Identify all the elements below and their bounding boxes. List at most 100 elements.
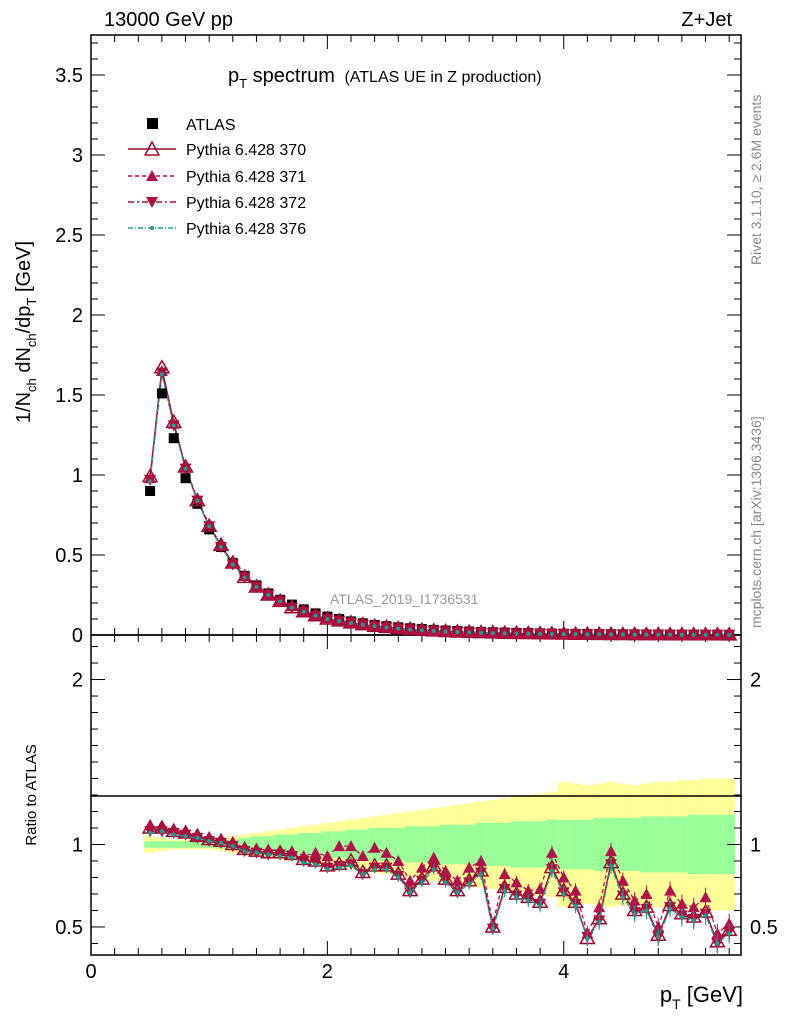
main-mc-point [679, 632, 684, 637]
ratio-band-inner [711, 814, 724, 875]
main-mc-point [727, 632, 732, 637]
ratio-mc-point [644, 908, 649, 913]
ratio-series-layer [141, 818, 738, 954]
ratio-band-inner [569, 819, 582, 870]
energy-label: 13000 GeV pp [104, 9, 233, 31]
data-point-atlas [156, 388, 167, 399]
ratio-band-inner [179, 841, 192, 848]
ratio-mc-point [242, 849, 247, 854]
ratio-mc-point [514, 895, 519, 900]
main-mc-point [266, 593, 271, 597]
main-mc-point [325, 617, 330, 621]
ratio-mc-point [349, 863, 353, 868]
main-mc-point [538, 631, 543, 636]
main-mc-point [620, 632, 625, 637]
legend-marker-371 [146, 170, 158, 181]
ratio-y-tick-label-right: 0.5 [750, 917, 778, 939]
ratio-band-inner [286, 834, 298, 855]
ratio-mc-point [687, 901, 700, 913]
legend: ATLAS Pythia 6.428 370 Pythia 6.428 371 … [128, 117, 306, 238]
ratio-mc-point [727, 931, 732, 936]
ratio-y-tick-label-right: 2 [750, 670, 761, 692]
main-mc-point [183, 466, 188, 471]
ratio-mc-point [498, 868, 511, 880]
ratio-y-tick-label: 2 [72, 670, 83, 692]
ratio-mc-point [219, 840, 223, 845]
ratio-band-inner [156, 841, 168, 848]
main-mc-point [609, 632, 613, 637]
main-mc-point [549, 632, 554, 637]
main-mc-point [419, 628, 424, 633]
ratio-mc-point [699, 891, 712, 903]
ratio-band-inner [546, 819, 558, 870]
main-mc-point [384, 625, 389, 630]
ratio-mc-point [616, 874, 629, 886]
ratio-mc-point [380, 846, 393, 858]
ratio-mc-point [593, 901, 606, 913]
x-tick-label: 0 [85, 961, 96, 983]
legend-label-376: Pythia 6.428 376 [186, 221, 306, 238]
ratio-mc-point [455, 890, 460, 895]
ratio-band-inner [640, 816, 653, 873]
ratio-band-inner [616, 818, 629, 871]
ratio-band-inner [451, 824, 464, 865]
ratio-band-inner [191, 841, 204, 848]
legend-marker-atlas [147, 118, 158, 129]
ratio-mc-point [585, 936, 590, 941]
ratio-mc-point [207, 839, 212, 844]
main-mc-point [171, 423, 176, 428]
ratio-mc-point [664, 884, 677, 896]
ratio-mc-point [431, 867, 436, 872]
ratio-band-inner [628, 818, 641, 871]
main-mc-point [691, 632, 696, 637]
main-mc-point [514, 631, 519, 636]
plot-title: pT spectrum (ATLAS UE in Z production) [228, 65, 542, 91]
ratio-band-inner [699, 814, 712, 875]
main-mc-point [396, 626, 401, 631]
main-mc-point [219, 545, 223, 549]
ratio-band-inner [593, 818, 606, 871]
ratio-mc-point [522, 884, 535, 896]
ratio-mc-point [392, 854, 405, 866]
ratio-mc-point [557, 871, 570, 883]
ratio-mc-point [356, 850, 369, 862]
ratio-mc-point [337, 865, 342, 870]
ratio-band-inner [380, 827, 393, 861]
ratio-band-inner [581, 819, 594, 870]
main-mc-point [349, 621, 353, 625]
main-mc-point [585, 632, 590, 637]
main-series-layer [141, 359, 738, 641]
main-mc-point [207, 524, 212, 529]
main-y-tick-label: 3 [72, 145, 83, 167]
ratio-mc-point [490, 926, 495, 931]
data-point-atlas [145, 486, 156, 496]
ratio-mc-point [439, 864, 452, 876]
process-label: Z+Jet [681, 9, 732, 31]
ratio-mc-point [266, 852, 271, 857]
ratio-mc-point [545, 846, 558, 858]
ratio-mc-point [360, 872, 365, 877]
main-mc-point [479, 630, 483, 635]
main-mc-point [431, 629, 436, 633]
ratio-mc-point [597, 920, 602, 925]
ratio-mc-point [467, 882, 472, 887]
legend-marker-372 [146, 197, 158, 208]
ratio-mc-point [396, 875, 401, 880]
ratio-y-tick-label-right: 1 [750, 834, 761, 856]
ratio-y-axis-label: Ratio to ATLAS [23, 744, 40, 845]
main-mc-point [301, 609, 306, 614]
main-y-tick-label: 1.5 [55, 385, 83, 407]
main-mc-point [289, 605, 294, 610]
ratio-mc-point [675, 897, 688, 909]
ratio-mc-point [230, 844, 235, 849]
main-mc-point [360, 622, 365, 627]
main-mc-point [526, 631, 531, 636]
ratio-mc-point [289, 855, 294, 860]
ratio-band-inner [321, 831, 334, 858]
main-mc-point [597, 632, 602, 637]
ratio-mc-point [321, 850, 334, 862]
main-y-tick-label: 0.5 [55, 545, 83, 567]
main-mc-point [148, 479, 153, 484]
analysis-watermark: ATLAS_2019_I1736531 [330, 591, 479, 607]
main-mc-point [159, 372, 164, 377]
